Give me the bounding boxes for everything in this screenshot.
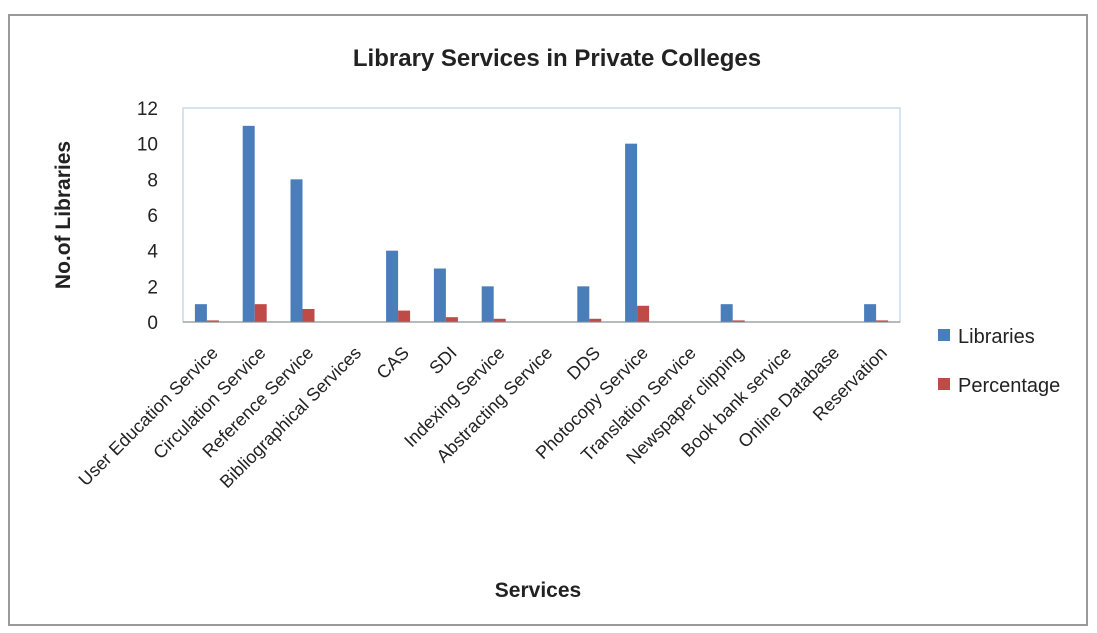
bar-libraries-8 (577, 286, 590, 322)
y-tick-label: 12 (137, 99, 158, 120)
x-axis-title: Services (495, 579, 581, 602)
y-tick-label: 4 (147, 242, 158, 263)
bar-percentage-4 (398, 310, 411, 322)
chart-frame (8, 14, 1088, 626)
legend-label-libraries: Libraries (958, 326, 1035, 348)
y-tick-label: 6 (147, 206, 158, 227)
bar-percentage-6 (493, 318, 506, 322)
bar-percentage-5 (445, 317, 458, 322)
y-tick-label: 10 (137, 135, 158, 156)
x-category-label: DDS (563, 343, 604, 384)
legend-label-percentage: Percentage (958, 375, 1060, 397)
bar-percentage-8 (589, 318, 602, 322)
x-category-label: SDI (425, 343, 460, 378)
bar-libraries-1 (242, 125, 255, 322)
bar-libraries-4 (386, 250, 399, 322)
chart-title: Library Services in Private Colleges (353, 45, 761, 72)
bar-libraries-0 (194, 304, 207, 322)
bar-libraries-11 (720, 304, 733, 322)
bar-libraries-6 (481, 286, 494, 322)
bar-libraries-2 (290, 179, 303, 322)
bar-libraries-14 (864, 304, 877, 322)
y-tick-label: 0 (147, 313, 158, 334)
x-category-label: CAS (373, 343, 413, 383)
bar-percentage-0 (206, 320, 219, 322)
bar-libraries-5 (433, 268, 446, 322)
y-axis-title: No.of Libraries (52, 141, 75, 289)
legend-swatch-percentage (938, 378, 950, 390)
bar-percentage-1 (254, 304, 267, 322)
y-tick-label: 8 (147, 170, 158, 191)
bar-percentage-2 (302, 308, 315, 322)
bar-percentage-11 (732, 320, 745, 322)
bar-libraries-9 (625, 143, 638, 322)
bar-percentage-9 (637, 305, 650, 322)
y-tick-label: 2 (147, 277, 158, 298)
bar-percentage-14 (876, 320, 889, 322)
legend-swatch-libraries (938, 329, 950, 341)
